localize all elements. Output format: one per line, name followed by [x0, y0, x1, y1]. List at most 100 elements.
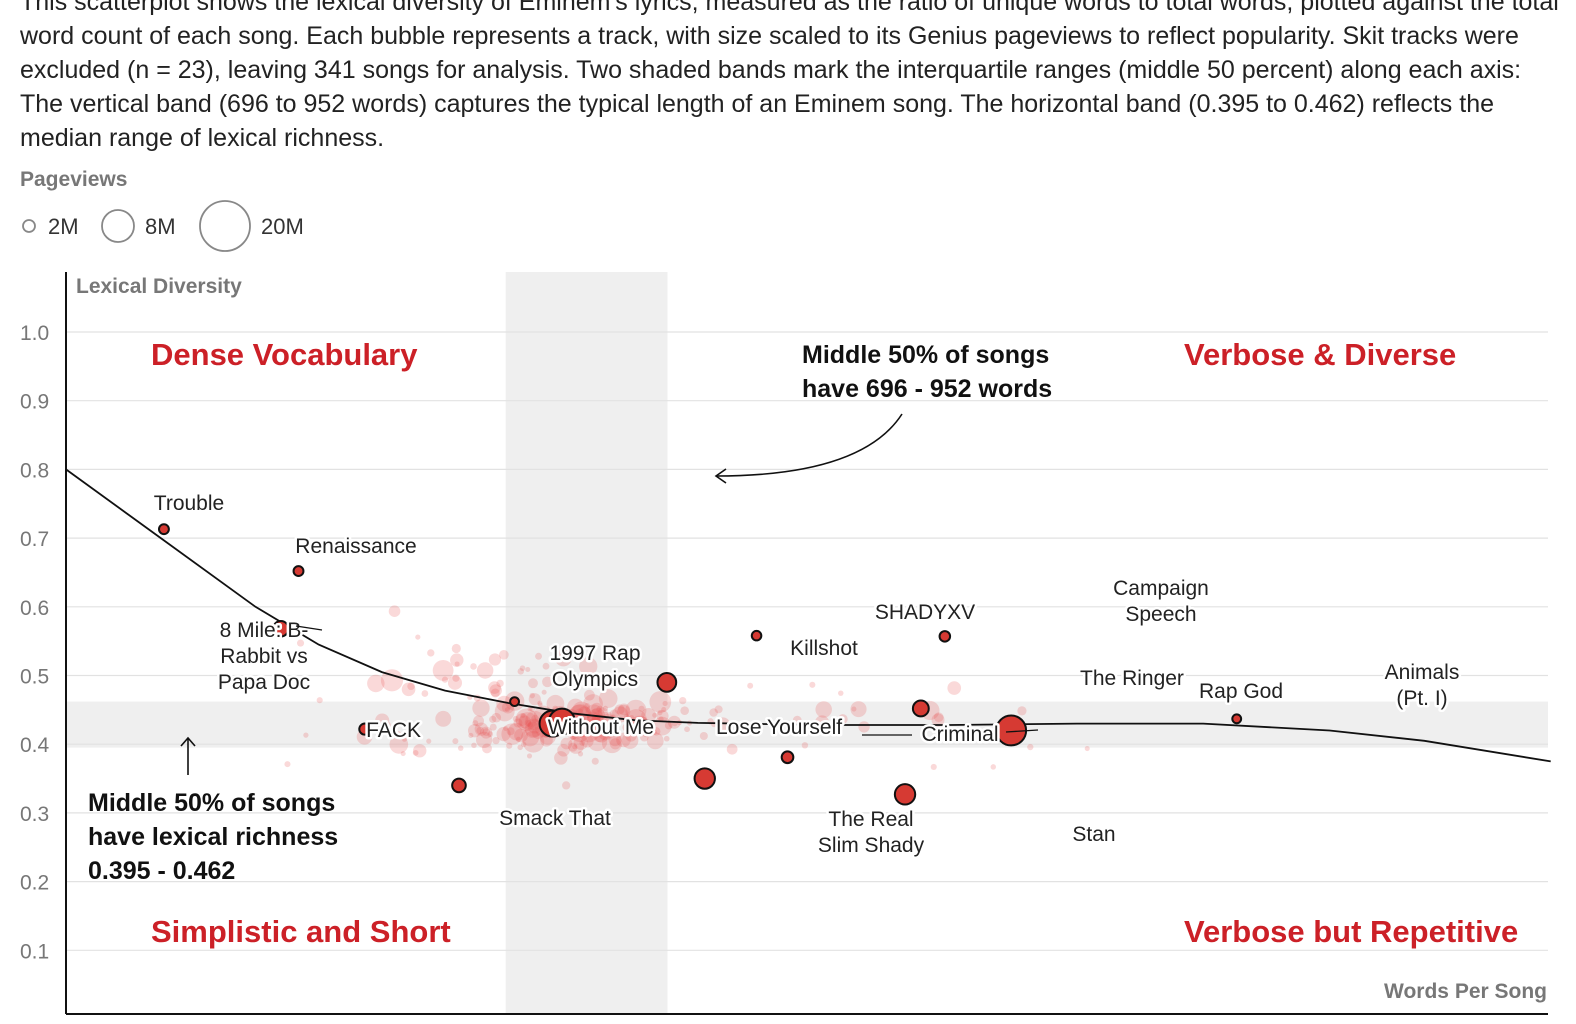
leader-line — [1005, 729, 1039, 733]
song-dot-background — [628, 723, 635, 730]
song-dot-background — [1017, 706, 1027, 716]
song-dot-background — [473, 715, 485, 727]
y-axis-title: Lexical Diversity — [76, 275, 242, 298]
song-dot — [780, 750, 795, 765]
legend-label: 20M — [261, 214, 304, 239]
legend-title: Pageviews — [20, 168, 128, 191]
song-dot-background — [451, 643, 461, 654]
song-dot-background — [490, 688, 500, 698]
intro-text: This scatterplot shows the lexical diver… — [20, 0, 1559, 152]
song-dot-background — [520, 712, 526, 718]
song-dot-background — [572, 744, 578, 750]
song-dot-background — [604, 731, 610, 737]
highlighted-songs — [157, 523, 1243, 806]
song-dot-background — [625, 699, 647, 721]
song-dot-background — [622, 723, 631, 732]
song-label: Animals (Pt. I) — [1385, 661, 1460, 710]
song-dot-background — [452, 738, 459, 745]
song-dot-background — [515, 713, 529, 726]
song-dot-background — [496, 695, 513, 712]
song-dot-background — [488, 681, 501, 694]
song-dot-background — [476, 662, 494, 679]
song-dot-background — [581, 735, 594, 748]
song-dot-background — [641, 708, 657, 723]
song-dot-background — [567, 737, 585, 754]
song-dot-background — [573, 735, 589, 750]
song-label: SHADYXV — [875, 601, 975, 624]
song-dot-background — [621, 732, 639, 749]
quadrant-label-bottom-left: Simplistic and Short — [151, 914, 451, 949]
song-dot-background — [583, 689, 595, 701]
song-dot-background — [596, 705, 605, 714]
song-dot-background — [584, 720, 593, 729]
song-label: Trouble — [154, 492, 224, 515]
background-songs — [271, 605, 1090, 790]
song-dot-background — [380, 669, 404, 692]
song-dot-background — [651, 727, 661, 736]
svg-text:Middle 50% of songs: Middle 50% of songs — [88, 789, 335, 817]
song-dot-background — [560, 737, 573, 750]
song-dot-background — [625, 730, 637, 742]
song-dot-background — [542, 662, 550, 670]
song-dot-background — [475, 731, 493, 748]
svg-text:0.395 - 0.462: 0.395 - 0.462 — [88, 857, 235, 885]
song-dot-background — [570, 734, 576, 741]
song-dot-background — [838, 690, 844, 696]
quadrant-label-top-right: Verbose & Diverse — [1184, 337, 1456, 372]
axes: Lexical Diversity Words Per Song — [65, 272, 1548, 1015]
song-label: Without Me — [548, 716, 654, 739]
y-tick-label: 0.4 — [20, 734, 50, 757]
song-dot-background — [990, 764, 997, 770]
song-dot — [358, 722, 372, 736]
song-dot-background — [947, 681, 962, 695]
song-dot-background — [814, 715, 830, 730]
song-dot-background — [594, 728, 609, 743]
song-dot-background — [528, 693, 541, 706]
gridlines: 0.1 0.2 0.3 0.4 0.5 0.6 0.7 0.8 0.9 1.0 — [20, 322, 1548, 963]
song-dot-background — [487, 731, 494, 738]
song-dot — [272, 620, 290, 638]
song-dot-background — [1027, 743, 1034, 751]
quadrant-label-bottom-right: Verbose but Repetitive — [1184, 914, 1518, 949]
song-dot-background — [401, 736, 408, 742]
song-dot-background — [468, 732, 474, 738]
song-dot-background — [519, 665, 526, 671]
song-label: Lose Yourself — [716, 716, 842, 739]
song-dot-background — [521, 728, 540, 747]
annotation-x-band: Middle 50% of songs have 696 - 952 words — [714, 341, 1052, 484]
song-dot-background — [589, 716, 602, 729]
song-dot-background — [513, 718, 523, 728]
song-dot-background — [435, 710, 452, 727]
song-dot-background — [815, 701, 832, 718]
song-dot-background — [587, 709, 604, 726]
song-dot-background — [524, 721, 542, 739]
song-dot-background — [715, 717, 731, 733]
song-dot-background — [454, 661, 460, 667]
song-dot-background — [600, 724, 606, 730]
song-dot — [292, 565, 305, 578]
song-dot-background — [583, 694, 603, 714]
song-label: The Ringer — [1080, 667, 1184, 690]
svg-text:Middle 50% of songs: Middle 50% of songs — [802, 341, 1049, 369]
y-tick-label: 0.3 — [20, 803, 49, 826]
song-dot-background — [589, 674, 600, 685]
song-dot-background — [496, 727, 511, 742]
song-dot-background — [651, 729, 658, 735]
song-dot-background — [679, 696, 687, 705]
song-dot-background — [474, 722, 488, 736]
song-dot-background — [585, 718, 593, 726]
song-dot-background — [512, 715, 519, 722]
song-dot-background — [395, 731, 402, 738]
song-dot-background — [578, 721, 600, 743]
legend-circle — [199, 200, 251, 252]
song-dot-background — [542, 676, 553, 688]
song-dot-background — [664, 721, 673, 730]
song-dot-background — [661, 707, 667, 713]
song-dot-background — [506, 742, 513, 749]
song-dot-background — [658, 716, 664, 722]
song-dot-background — [646, 732, 664, 750]
song-dot-background — [604, 733, 611, 739]
song-dot-background — [577, 722, 593, 737]
song-dot-background — [524, 719, 532, 727]
y-tick-label: 1.0 — [20, 322, 49, 345]
